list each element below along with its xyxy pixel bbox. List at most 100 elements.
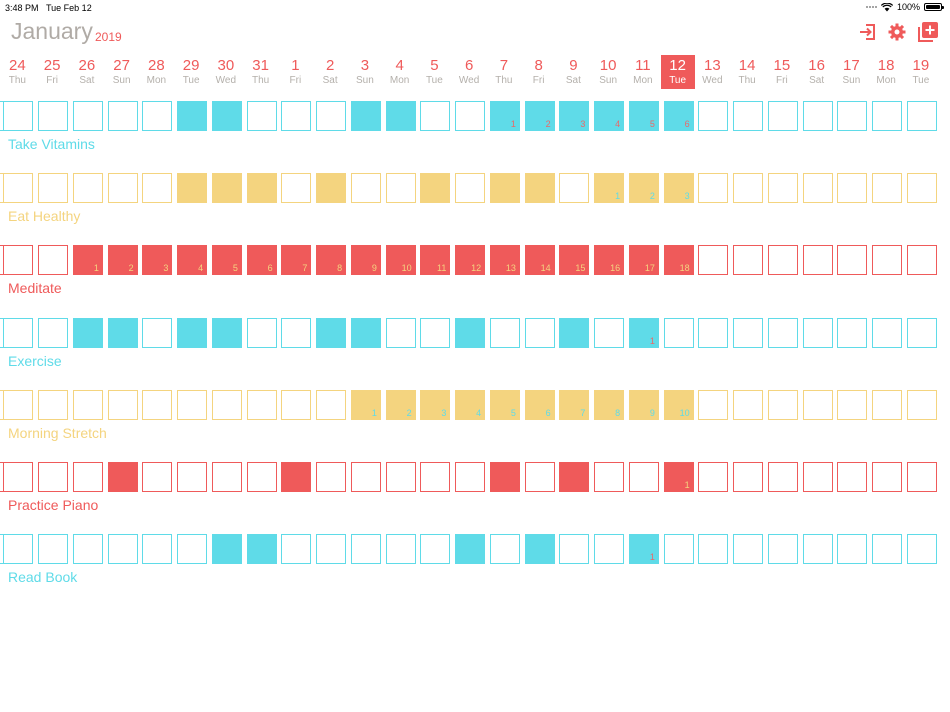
habit-cell[interactable]	[211, 317, 242, 348]
day-header-27[interactable]: 27 Sun	[105, 55, 139, 89]
habit-cell[interactable]	[281, 534, 312, 565]
habit-cell[interactable]	[802, 389, 833, 420]
habit-cell[interactable]	[767, 462, 798, 492]
habit-cell[interactable]	[107, 101, 138, 131]
habit-cell[interactable]	[350, 462, 381, 492]
habit-cell[interactable]: 1	[628, 534, 659, 565]
habit-cell[interactable]	[767, 389, 798, 420]
habit-cell[interactable]	[72, 389, 103, 420]
habit-cell[interactable]	[663, 317, 694, 348]
habit-cell[interactable]	[211, 462, 242, 492]
habit-label[interactable]: Take Vitamins	[8, 136, 95, 152]
habit-cell[interactable]: 6	[246, 245, 277, 276]
habit-cell[interactable]	[767, 317, 798, 348]
habit-cell[interactable]	[872, 462, 903, 492]
habit-cell[interactable]	[837, 389, 868, 420]
day-header-12[interactable]: 12 Tue	[660, 55, 695, 89]
habit-cell[interactable]	[350, 534, 381, 565]
habit-cell[interactable]: 1	[350, 389, 381, 420]
habit-cell[interactable]: 1	[72, 245, 103, 276]
habit-cell[interactable]	[142, 101, 173, 131]
habit-cell[interactable]	[837, 462, 868, 492]
habit-cell[interactable]: 1	[489, 101, 520, 131]
habit-cell[interactable]	[107, 389, 138, 420]
habit-cell[interactable]	[316, 173, 347, 204]
habit-cell[interactable]	[524, 534, 555, 565]
habit-cell[interactable]	[767, 534, 798, 565]
habit-cell[interactable]	[906, 534, 937, 565]
habit-cell[interactable]	[177, 101, 208, 131]
day-header-11[interactable]: 11 Mon	[626, 55, 660, 89]
habit-cell[interactable]	[455, 534, 486, 565]
habit-cell[interactable]: 17	[628, 245, 659, 276]
habit-label[interactable]: Practice Piano	[8, 497, 99, 513]
habit-cell[interactable]	[802, 317, 833, 348]
habit-cell[interactable]	[385, 462, 416, 492]
habit-cell[interactable]	[906, 317, 937, 348]
habit-cell[interactable]	[246, 173, 277, 204]
habit-cell[interactable]	[177, 534, 208, 565]
habit-cell[interactable]	[906, 245, 937, 276]
habit-cell[interactable]	[420, 534, 451, 565]
habit-cell[interactable]: 3	[559, 101, 590, 131]
habit-cell[interactable]	[733, 462, 764, 492]
habit-cell[interactable]	[837, 317, 868, 348]
habit-cell[interactable]	[385, 101, 416, 131]
day-header-6[interactable]: 6 Wed	[452, 55, 486, 89]
habit-cell[interactable]	[316, 389, 347, 420]
habit-cell[interactable]	[107, 317, 138, 348]
habit-cell[interactable]: 5	[628, 101, 659, 131]
day-header-4[interactable]: 4 Mon	[383, 55, 417, 89]
habit-cell[interactable]	[281, 173, 312, 204]
habit-cell[interactable]	[142, 462, 173, 492]
habit-cell[interactable]	[698, 101, 729, 131]
habit-cell[interactable]	[177, 173, 208, 204]
habit-cell[interactable]	[211, 101, 242, 131]
habit-cell[interactable]: 16	[594, 245, 625, 276]
habit-cell[interactable]	[38, 101, 69, 131]
habit-cell[interactable]	[281, 389, 312, 420]
habit-cell[interactable]	[559, 173, 590, 204]
habit-cell[interactable]: 9	[628, 389, 659, 420]
habit-cell[interactable]	[38, 317, 69, 348]
day-header-3[interactable]: 3 Sun	[348, 55, 382, 89]
habit-cell[interactable]	[316, 101, 347, 131]
habit-cell[interactable]	[698, 245, 729, 276]
habit-cell[interactable]	[837, 534, 868, 565]
day-header-7[interactable]: 7 Thu	[487, 55, 521, 89]
habit-cell[interactable]	[281, 317, 312, 348]
habit-cell[interactable]	[837, 245, 868, 276]
habit-cell[interactable]: 10	[385, 245, 416, 276]
habit-cell[interactable]	[663, 534, 694, 565]
habit-cell[interactable]: 6	[663, 101, 694, 131]
habit-cell[interactable]	[142, 534, 173, 565]
day-header-17[interactable]: 17 Sun	[834, 55, 868, 89]
habit-cell[interactable]	[350, 101, 381, 131]
habit-cell[interactable]	[142, 173, 173, 204]
habit-cell[interactable]	[802, 245, 833, 276]
habit-cell[interactable]	[733, 389, 764, 420]
habit-cell[interactable]	[385, 534, 416, 565]
habit-cell[interactable]: 18	[663, 245, 694, 276]
habit-cell[interactable]	[246, 317, 277, 348]
habit-cell[interactable]	[72, 462, 103, 492]
habit-cell[interactable]	[802, 534, 833, 565]
habit-cell[interactable]	[107, 462, 138, 492]
habit-cell[interactable]	[872, 173, 903, 204]
habit-cell[interactable]	[3, 101, 34, 131]
habit-cell[interactable]	[142, 317, 173, 348]
day-header-19[interactable]: 19 Tue	[904, 55, 938, 89]
habit-cell[interactable]	[906, 389, 937, 420]
habit-cell[interactable]	[455, 101, 486, 131]
habit-cell[interactable]	[281, 462, 312, 492]
habit-cell[interactable]: 2	[385, 389, 416, 420]
habit-cell[interactable]	[733, 245, 764, 276]
habit-cell[interactable]: 7	[559, 389, 590, 420]
habit-cell[interactable]	[3, 462, 34, 492]
habit-cell[interactable]	[38, 245, 69, 276]
day-header-28[interactable]: 28 Mon	[139, 55, 173, 89]
day-header-13[interactable]: 13 Wed	[695, 55, 729, 89]
day-header-14[interactable]: 14 Thu	[730, 55, 764, 89]
habit-cell[interactable]	[906, 462, 937, 492]
habit-cell[interactable]	[524, 462, 555, 492]
